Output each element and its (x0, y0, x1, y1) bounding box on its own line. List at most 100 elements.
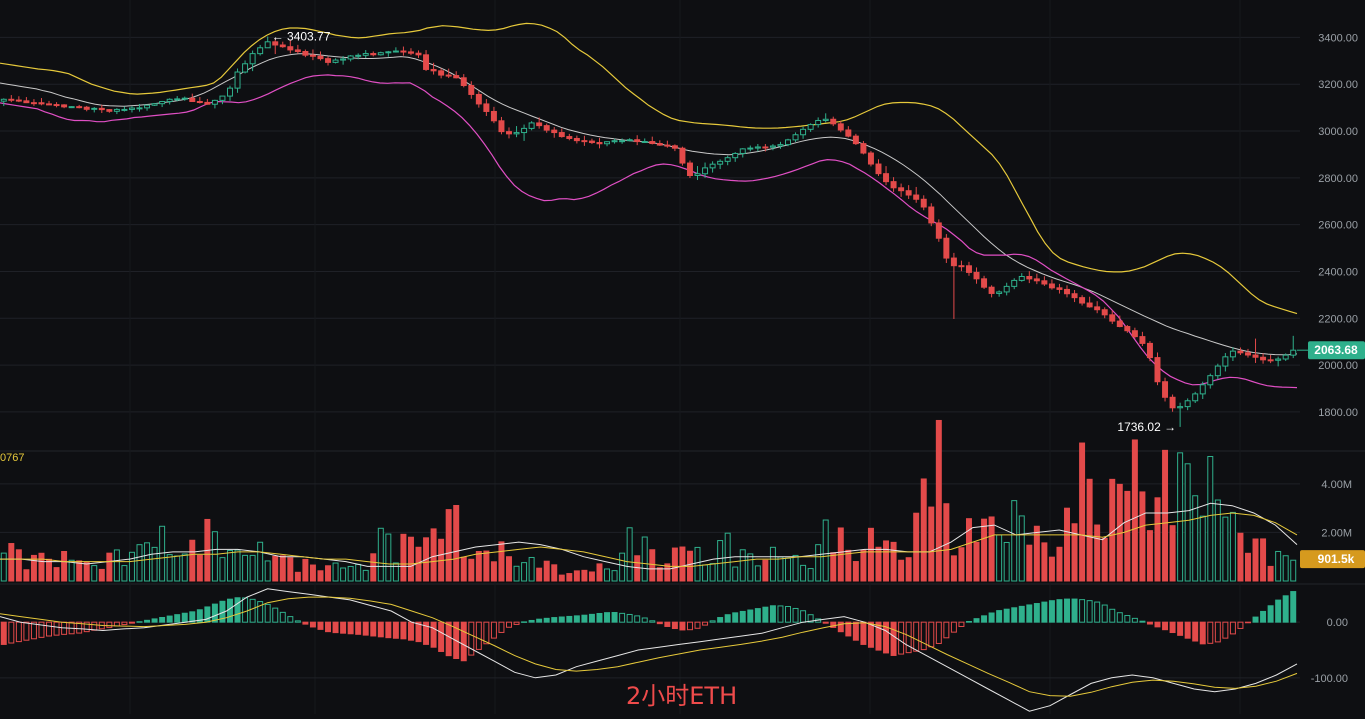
macd-histogram-bar (807, 614, 814, 623)
macd-histogram-bar (174, 614, 181, 623)
bollinger-upper-line (0, 22, 1298, 315)
volume-bar (144, 542, 151, 582)
macd-histogram-bar (867, 621, 874, 648)
candle-body (935, 222, 942, 239)
macd-histogram-bar (792, 607, 799, 623)
macd-histogram-bar (1094, 601, 1101, 623)
macd-histogram-bar (988, 612, 995, 623)
macd-histogram-bar (355, 621, 362, 635)
candle-body (958, 265, 965, 268)
volume-bar (528, 556, 535, 582)
candle-body (302, 50, 309, 56)
volume-bar (1184, 463, 1191, 582)
volume-bar (566, 573, 573, 582)
candle-body (581, 140, 588, 143)
volume-bar (362, 569, 369, 582)
volume-bar (53, 567, 60, 582)
volume-bar (588, 571, 595, 582)
macd-histogram-bar (8, 621, 15, 644)
macd-histogram-bar (234, 597, 241, 623)
candle-body (287, 46, 294, 51)
volume-bar (996, 534, 1003, 582)
volume-bar (76, 560, 83, 582)
macd-histogram-bar (1244, 621, 1251, 624)
macd-tick-label: 0.00 (1327, 617, 1348, 629)
macd-histogram-bar (1064, 598, 1070, 623)
macd-histogram-bar (294, 620, 301, 623)
candle-body (1169, 396, 1176, 409)
candle-body (1207, 375, 1214, 386)
volume-bar (8, 543, 15, 582)
candle-body (611, 140, 618, 143)
candle-body (325, 58, 332, 63)
macd-histogram-bar (468, 621, 475, 656)
candle-body (317, 55, 324, 60)
candle-body (1275, 358, 1282, 361)
macd-histogram-bar (973, 618, 980, 623)
candle-body (211, 99, 218, 105)
volume-bar (867, 527, 874, 582)
macd-histogram-bar (1003, 608, 1010, 623)
volume-bar (325, 565, 332, 582)
candle-body (913, 194, 920, 200)
macd-histogram-bar (935, 621, 942, 644)
candle-body (950, 257, 957, 267)
volume-bar (815, 544, 822, 582)
macd-histogram-bar (777, 605, 784, 623)
volume-bar (1003, 541, 1010, 582)
macd-histogram-bar (1275, 599, 1282, 623)
candle-body (1162, 381, 1169, 398)
volume-bar (242, 554, 249, 582)
macd-histogram-bar (325, 621, 332, 633)
candle-body (1041, 280, 1048, 285)
candle-body (294, 49, 301, 52)
candle-body (551, 129, 558, 134)
volume-bar (649, 549, 656, 582)
current-volume-badge (1300, 550, 1365, 569)
candle-body (1177, 406, 1184, 409)
macd-histogram-bar (264, 603, 271, 623)
macd-histogram-bar (724, 614, 731, 623)
price-tick-label: 1800.00 (1318, 407, 1358, 419)
volume-bar (1214, 499, 1221, 582)
candle-body (362, 53, 369, 56)
volume-bar (1154, 497, 1161, 582)
macd-histogram-bar (30, 621, 37, 640)
candle-body (634, 139, 641, 143)
volume-bar (898, 559, 905, 582)
candle-body (1026, 276, 1033, 280)
macd-histogram-bar (332, 621, 339, 634)
macd-histogram-bar (438, 621, 445, 652)
macd-histogram-bar (604, 612, 611, 623)
volume-bar (596, 563, 603, 582)
volume-bar (46, 558, 53, 582)
macd-histogram-bar (317, 621, 324, 630)
candle-body (973, 271, 980, 280)
macd-histogram-bar (302, 621, 309, 625)
candle-body (1244, 352, 1251, 356)
candle-body (1109, 314, 1116, 322)
candle-body (875, 163, 882, 175)
candle-body (521, 127, 528, 134)
macd-histogram-bar (196, 609, 203, 623)
volume-bar (1162, 449, 1169, 582)
macd-histogram-bar (1041, 601, 1048, 623)
macd-histogram-bar (898, 621, 905, 655)
volume-bar (845, 549, 852, 582)
volume-bar (234, 549, 241, 582)
candle-body (15, 99, 22, 102)
macd-histogram-bar (785, 605, 791, 623)
price-tick-label: 3400.00 (1318, 32, 1358, 44)
candle-body (189, 97, 196, 102)
candle-body (1079, 297, 1086, 304)
macd-histogram-bar (46, 621, 53, 637)
macd-histogram-bar (1139, 620, 1146, 623)
candle-body (8, 98, 15, 101)
volume-bar (641, 536, 648, 582)
candle-body (174, 98, 181, 101)
candle-body (249, 53, 256, 65)
candle-body (309, 54, 316, 57)
candle-body (128, 107, 135, 110)
volume-bar (965, 518, 972, 582)
volume-bar (656, 567, 663, 582)
